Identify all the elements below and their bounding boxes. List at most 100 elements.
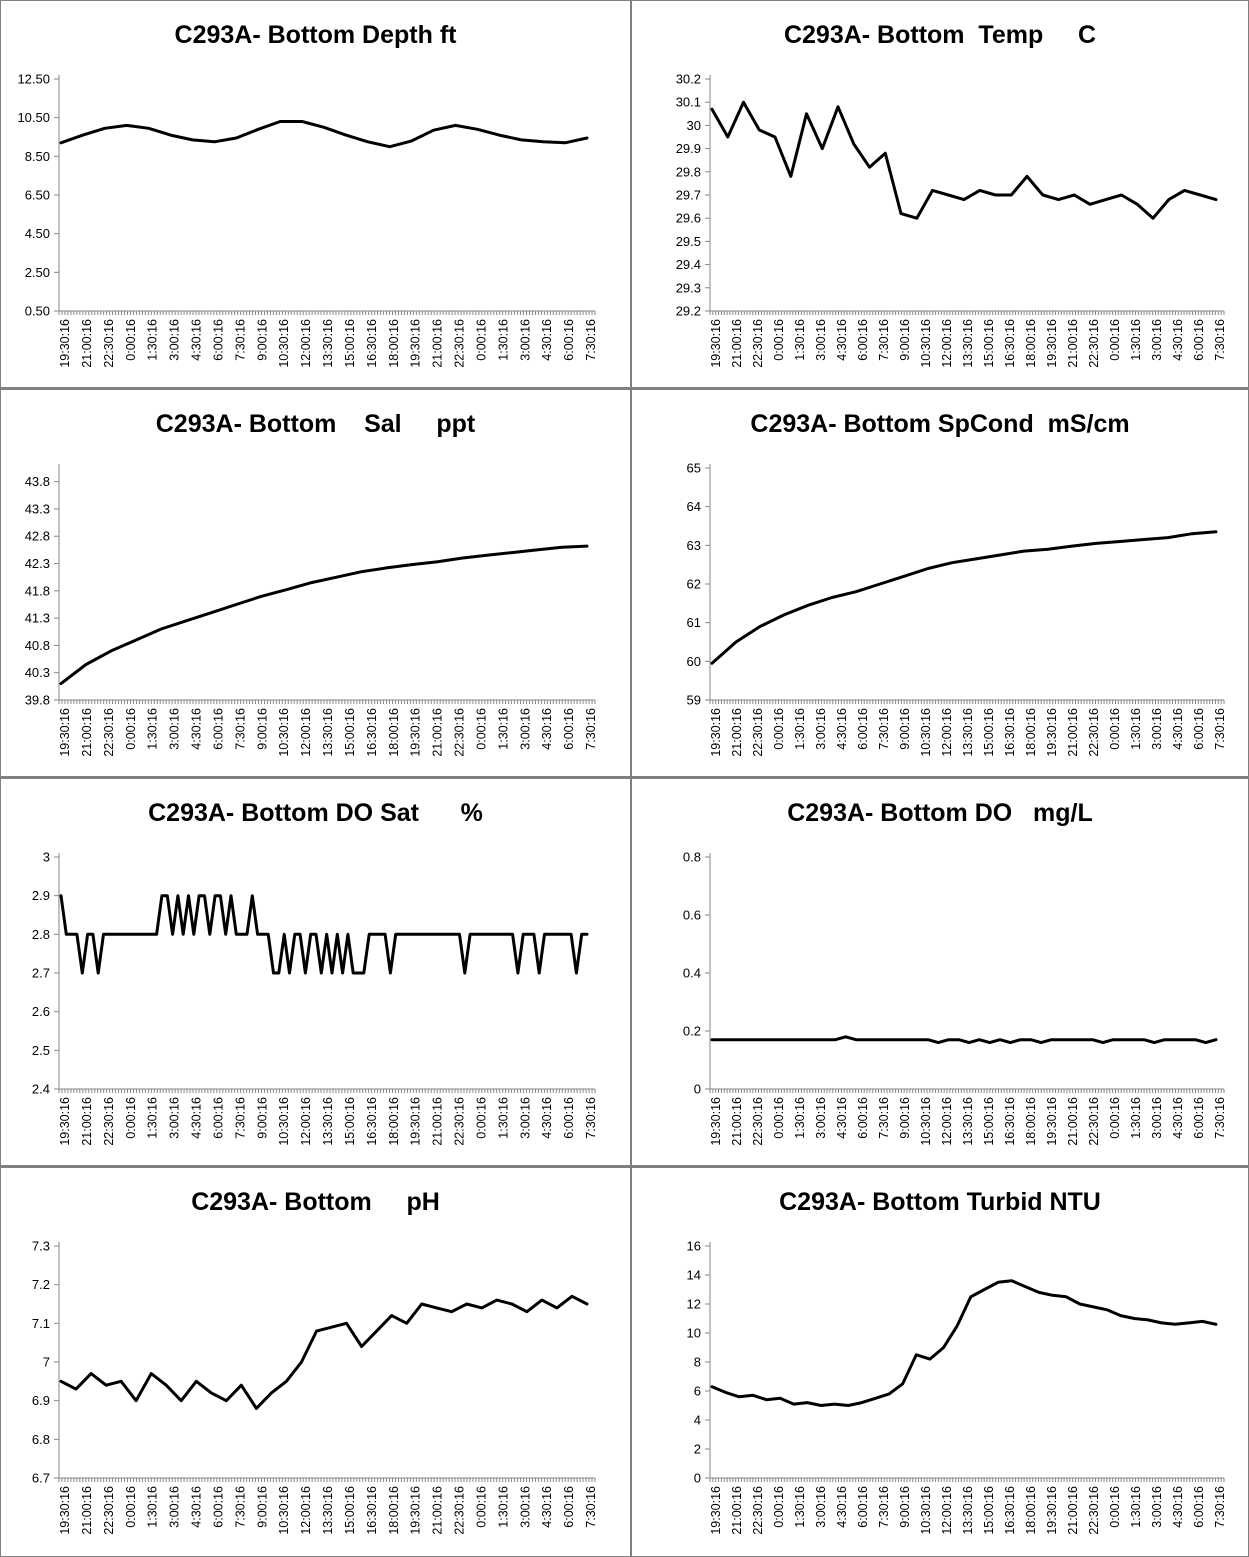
x-tick-label: 21:00:16 (80, 708, 94, 757)
y-tick-label: 6.8 (32, 1432, 50, 1447)
x-tick-label: 21:00:16 (1066, 319, 1080, 368)
y-tick-label: 8 (694, 1355, 701, 1370)
x-tick-label: 18:00:16 (387, 319, 401, 368)
x-tick-label: 1:30:16 (146, 1486, 160, 1528)
x-tick-label: 6:00:16 (856, 319, 870, 361)
x-tick-label: 1:30:16 (793, 1097, 807, 1139)
x-tick-label: 15:00:16 (982, 708, 996, 757)
chart-svg-sal: C293A- Bottom Sal ppt 39.8 40.3 40.8 41.3 41.… (25, 410, 598, 757)
y-tick-label: 65 (687, 461, 701, 476)
x-tick-label: 19:30:16 (409, 1486, 423, 1535)
x-tick-label: 21:00:16 (431, 1097, 445, 1146)
y-tick-label: 62 (687, 577, 701, 592)
y-tick-label: 6 (694, 1384, 701, 1399)
x-tick-label: 9:00:16 (898, 1486, 912, 1528)
x-tick-label: 22:30:16 (751, 1097, 765, 1146)
x-tick-label: 0:00:16 (1108, 319, 1122, 361)
x-tick-label: 19:30:16 (1045, 708, 1059, 757)
x-tick-label: 0:00:16 (474, 1097, 488, 1139)
x-tick-label: 13:30:16 (961, 1097, 975, 1146)
y-tick-label: 29.6 (676, 211, 701, 226)
x-tick-label: 22:30:16 (1087, 1486, 1101, 1535)
chart-title: C293A- Bottom Temp C (784, 21, 1096, 49)
series-line-dosat (59, 894, 589, 975)
x-tick-label: 3:00:16 (1150, 708, 1164, 750)
y-tick-label: 7.2 (32, 1277, 50, 1292)
y-tick-label: 3 (43, 850, 50, 865)
x-tick-label: 22:30:16 (453, 319, 467, 368)
x-tick-label: 19:30:16 (709, 708, 723, 757)
x-tick-label: 7:30:16 (584, 1097, 598, 1139)
x-tick-label: 21:00:16 (1066, 708, 1080, 757)
x-tick-label: 22:30:16 (751, 708, 765, 757)
y-tick-label: 30.1 (676, 95, 701, 110)
x-tick-label: 4:30:16 (835, 1486, 849, 1528)
x-tick-label: 3:00:16 (168, 1486, 182, 1528)
x-tick-label: 21:00:16 (1066, 1486, 1080, 1535)
x-tick-label: 22:30:16 (102, 319, 116, 368)
y-tick-label: 12 (687, 1297, 701, 1312)
x-tick-label: 10:30:16 (277, 1486, 291, 1535)
x-tick-label: 12:00:16 (940, 319, 954, 368)
y-tick-label: 10.50 (17, 110, 50, 125)
x-tick-label: 13:30:16 (321, 708, 335, 757)
chart-panel-turbid: C293A- Bottom Turbid NTU 0 2 4 6 8 10 12 14 16 19:… (632, 1168, 1248, 1556)
y-tick-label: 29.9 (676, 141, 701, 156)
x-tick-label: 6:00:16 (1192, 1097, 1206, 1139)
x-tick-label: 21:00:16 (431, 319, 445, 368)
x-tick-label: 21:00:16 (730, 708, 744, 757)
series-line-spcond (710, 530, 1218, 665)
series-line-turbid (710, 1279, 1218, 1407)
x-tick-label: 6:00:16 (856, 1097, 870, 1139)
x-tick-label: 19:30:16 (409, 319, 423, 368)
y-tick-label: 2.5 (32, 1043, 50, 1058)
x-tick-label: 4:30:16 (835, 319, 849, 361)
x-tick-label: 9:00:16 (898, 1097, 912, 1139)
y-tick-label: 30 (687, 118, 701, 133)
y-tick-label: 2.6 (32, 1004, 50, 1019)
x-tick-label: 6:00:16 (562, 1486, 576, 1528)
x-tick-label: 0:00:16 (124, 708, 138, 750)
x-tick-label: 16:30:16 (1003, 319, 1017, 368)
x-tick-label: 6:00:16 (1192, 1486, 1206, 1528)
x-tick-label: 19:30:16 (58, 1097, 72, 1146)
x-tick-label: 3:00:16 (814, 708, 828, 750)
x-tick-label: 9:00:16 (255, 708, 269, 750)
y-tick-label: 6.9 (32, 1393, 50, 1408)
x-tick-label: 19:30:16 (409, 708, 423, 757)
x-tick-label: 6:00:16 (856, 708, 870, 750)
x-tick-label: 6:00:16 (562, 319, 576, 361)
chart-svg-dosat: C293A- Bottom DO Sat % 2.4 2.5 2.6 2.7 2.8 2.9… (32, 799, 598, 1146)
y-tick-label: 0.50 (25, 304, 50, 319)
x-tick-label: 9:00:16 (898, 708, 912, 750)
x-tick-label: 3:00:16 (518, 1486, 532, 1528)
y-tick-label: 63 (687, 538, 701, 553)
chart-panel-dosat: C293A- Bottom DO Sat % 2.4 2.5 2.6 2.7 2.8 2.9… (1, 779, 630, 1165)
x-tick-label: 1:30:16 (1129, 319, 1143, 361)
y-tick-label: 2.9 (32, 888, 50, 903)
x-tick-label: 13:30:16 (321, 1486, 335, 1535)
x-tick-label: 4:30:16 (190, 1097, 204, 1139)
y-tick-label: 43.3 (25, 501, 50, 516)
y-tick-label: 16 (687, 1239, 701, 1254)
x-tick-label: 4:30:16 (1171, 708, 1185, 750)
x-tick-label: 4:30:16 (540, 708, 554, 750)
x-tick-label: 22:30:16 (102, 708, 116, 757)
y-tick-label: 39.8 (25, 693, 50, 708)
x-tick-label: 22:30:16 (453, 1486, 467, 1535)
x-tick-label: 19:30:16 (58, 319, 72, 368)
x-tick-label: 16:30:16 (365, 1097, 379, 1146)
x-tick-label: 18:00:16 (387, 708, 401, 757)
x-tick-label: 10:30:16 (919, 708, 933, 757)
x-tick-label: 0:00:16 (772, 1486, 786, 1528)
x-tick-label: 3:00:16 (1150, 319, 1164, 361)
y-tick-label: 0.2 (683, 1024, 701, 1039)
y-tick-label: 0.4 (683, 966, 701, 981)
y-tick-label: 30.2 (676, 72, 701, 87)
x-tick-label: 6:00:16 (562, 708, 576, 750)
x-tick-label: 21:00:16 (730, 1097, 744, 1146)
y-tick-label: 42.8 (25, 529, 50, 544)
y-tick-label: 0 (694, 1082, 701, 1097)
x-tick-label: 6:00:16 (856, 1486, 870, 1528)
